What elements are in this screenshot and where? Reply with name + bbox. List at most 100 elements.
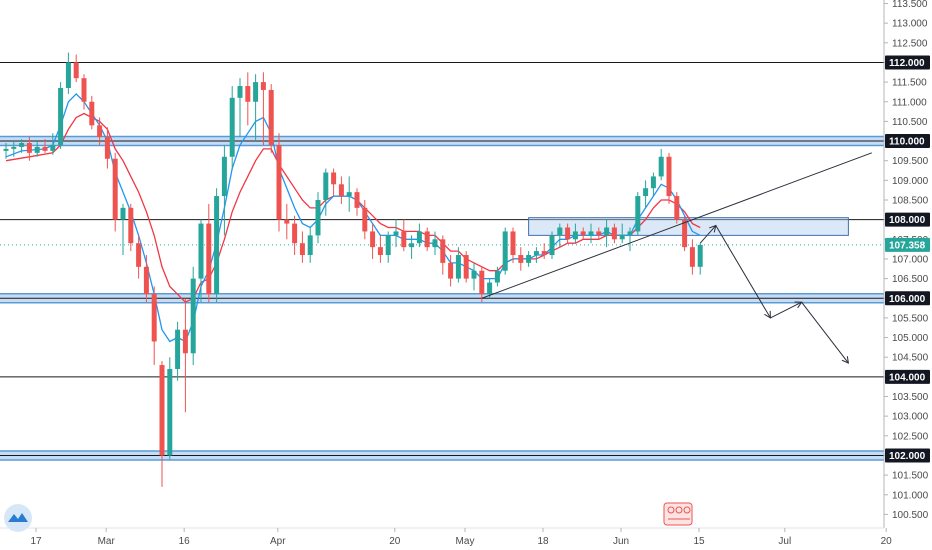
x-tick-label: Jul bbox=[778, 536, 791, 547]
candle-body bbox=[151, 294, 157, 342]
candle-body bbox=[518, 255, 524, 263]
y-tick-label: 102.500 bbox=[892, 431, 929, 442]
projection-arrow-line bbox=[699, 225, 717, 244]
candle-body bbox=[245, 86, 251, 102]
candle-body bbox=[401, 231, 407, 248]
projection-arrow-line bbox=[715, 225, 771, 319]
candle-body bbox=[674, 196, 680, 220]
candle-body bbox=[26, 143, 32, 153]
candle-body bbox=[338, 184, 344, 197]
y-tick-label: 107.000 bbox=[892, 254, 929, 265]
candle-body bbox=[73, 62, 79, 79]
y-tick-label: 111.500 bbox=[892, 78, 927, 89]
candle-body bbox=[580, 231, 586, 236]
candle-body bbox=[260, 82, 266, 90]
level-label: 108.000 bbox=[889, 215, 926, 226]
y-tick-label: 101.500 bbox=[892, 471, 929, 482]
candle-body bbox=[487, 282, 493, 295]
candle-body bbox=[331, 172, 337, 185]
candle-body bbox=[510, 231, 516, 256]
y-tick-label: 109.500 bbox=[892, 156, 929, 167]
x-tick-label: 15 bbox=[693, 536, 705, 547]
candle-body bbox=[448, 262, 454, 279]
candle-body bbox=[627, 231, 633, 236]
tradingview-logo bbox=[4, 504, 32, 532]
candle-body bbox=[89, 101, 95, 126]
level-label: 102.000 bbox=[889, 451, 926, 462]
candle-body bbox=[97, 125, 103, 138]
candle-body bbox=[424, 231, 430, 248]
time-axis[interactable]: 17 Mar 16 Apr 20 May 18 Jun 15 Jul 20 bbox=[0, 527, 893, 547]
candle-body bbox=[362, 207, 368, 232]
x-tick-label: 16 bbox=[179, 536, 191, 547]
candle-body bbox=[409, 243, 415, 248]
level-label: 106.000 bbox=[889, 294, 926, 305]
candle-body bbox=[120, 207, 126, 220]
y-tick-label: 104.500 bbox=[892, 353, 929, 364]
y-tick-label: 113.000 bbox=[892, 19, 928, 30]
level-label: 104.000 bbox=[889, 372, 926, 383]
level-label-bg bbox=[885, 448, 930, 463]
candle-body bbox=[440, 239, 446, 263]
candle-body bbox=[541, 251, 547, 256]
candle-body bbox=[19, 143, 25, 147]
current-price-label-bg bbox=[885, 237, 930, 252]
candle-body bbox=[292, 223, 298, 244]
candle-body bbox=[167, 368, 173, 456]
trendline bbox=[481, 152, 872, 299]
candle-body bbox=[588, 231, 594, 236]
x-tick-label: May bbox=[456, 536, 475, 547]
level-label-bg bbox=[885, 369, 930, 384]
candle-body bbox=[284, 219, 290, 224]
candle-body bbox=[34, 146, 40, 153]
x-tick-label: 20 bbox=[881, 536, 893, 547]
y-tick-label: 109.000 bbox=[892, 176, 929, 187]
candle-body bbox=[214, 196, 220, 295]
candle-body bbox=[229, 97, 235, 157]
candle-body bbox=[198, 223, 204, 279]
candle-body bbox=[81, 78, 87, 102]
candle-body bbox=[346, 192, 352, 197]
y-tick-label: 103.500 bbox=[892, 392, 929, 403]
candle-body bbox=[143, 266, 149, 295]
candle-body bbox=[307, 235, 313, 256]
candle-body bbox=[432, 239, 438, 248]
candle-body bbox=[697, 244, 703, 267]
candle-body bbox=[393, 231, 399, 236]
candle-body bbox=[370, 231, 376, 248]
y-tick-label: 103.000 bbox=[892, 412, 929, 423]
candle-body bbox=[666, 156, 672, 197]
projection-arrow-line bbox=[801, 301, 849, 364]
candle-body bbox=[416, 231, 422, 244]
candle-body bbox=[455, 255, 461, 279]
x-tick-label: 18 bbox=[537, 536, 549, 547]
candle-body bbox=[502, 231, 508, 271]
candle-body bbox=[112, 158, 118, 220]
candle-body bbox=[190, 278, 196, 354]
candle-body bbox=[128, 207, 134, 244]
candle-body bbox=[549, 235, 555, 256]
candle-body bbox=[299, 243, 305, 256]
candle-body bbox=[494, 270, 500, 283]
level-label-bg bbox=[885, 291, 930, 306]
y-tick-label: 111.000 bbox=[892, 97, 927, 108]
candle-body bbox=[206, 223, 212, 295]
candle-body bbox=[682, 219, 688, 248]
x-tick-label: Jun bbox=[613, 536, 629, 547]
candle-body bbox=[159, 365, 165, 456]
level-label-bg bbox=[885, 55, 930, 70]
candle-body bbox=[182, 329, 188, 354]
candle-body bbox=[315, 200, 321, 236]
current-price-label: 107.358 bbox=[889, 240, 926, 251]
level-label: 112.000 bbox=[889, 58, 925, 69]
y-tick-label: 106.500 bbox=[892, 274, 929, 285]
drawings-layer bbox=[481, 152, 872, 364]
candles-layer bbox=[3, 52, 703, 487]
candle-body bbox=[268, 89, 274, 145]
ideas-badge-icon bbox=[663, 502, 693, 526]
x-tick-label: Mar bbox=[98, 536, 116, 547]
y-tick-label: 105.500 bbox=[892, 313, 929, 324]
candle-body bbox=[619, 235, 625, 240]
candle-body bbox=[533, 251, 539, 256]
